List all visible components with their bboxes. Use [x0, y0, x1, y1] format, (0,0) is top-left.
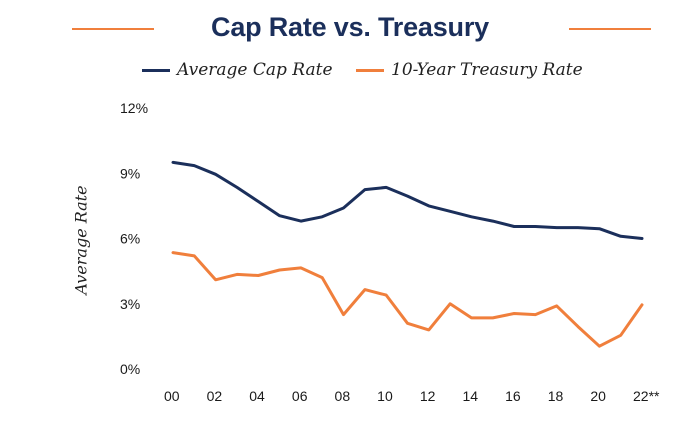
x-tick-label: 10	[377, 388, 393, 404]
x-tick-label: 06	[292, 388, 308, 404]
x-tick-label: 08	[335, 388, 351, 404]
x-tick-label: 12	[420, 388, 436, 404]
y-tick-label: 12%	[120, 100, 148, 116]
x-tick-label: 02	[207, 388, 223, 404]
legend-label-treasury: 10-Year Treasury Rate	[391, 60, 583, 80]
y-tick-label: 9%	[120, 165, 140, 181]
x-tick-label: 04	[249, 388, 265, 404]
legend-label-cap-rate: Average Cap Rate	[177, 60, 333, 80]
series-line-treasury	[171, 251, 644, 348]
chart-title-area: Cap Rate vs. Treasury	[0, 12, 700, 46]
legend-item-cap-rate: Average Cap Rate	[142, 58, 333, 82]
x-tick-label: 22**	[633, 388, 660, 404]
series-line-cap-rate	[171, 160, 644, 240]
x-tick-label: 18	[548, 388, 564, 404]
x-tick-label: 00	[164, 388, 180, 404]
x-tick-label: 16	[505, 388, 521, 404]
x-tick-label: 20	[590, 388, 606, 404]
legend-item-treasury: 10-Year Treasury Rate	[356, 58, 583, 82]
y-tick-label: 6%	[120, 231, 140, 247]
chart-legend: Average Cap Rate 10-Year Treasury Rate	[0, 58, 700, 82]
title-rule-left	[72, 28, 154, 30]
x-tick-label: 14	[462, 388, 478, 404]
title-rule-right	[569, 28, 651, 30]
legend-swatch-treasury	[356, 68, 384, 72]
legend-swatch-cap-rate	[142, 68, 170, 72]
y-tick-label: 0%	[120, 361, 140, 377]
chart-title: Cap Rate vs. Treasury	[211, 12, 489, 42]
y-tick-label: 3%	[120, 296, 140, 312]
